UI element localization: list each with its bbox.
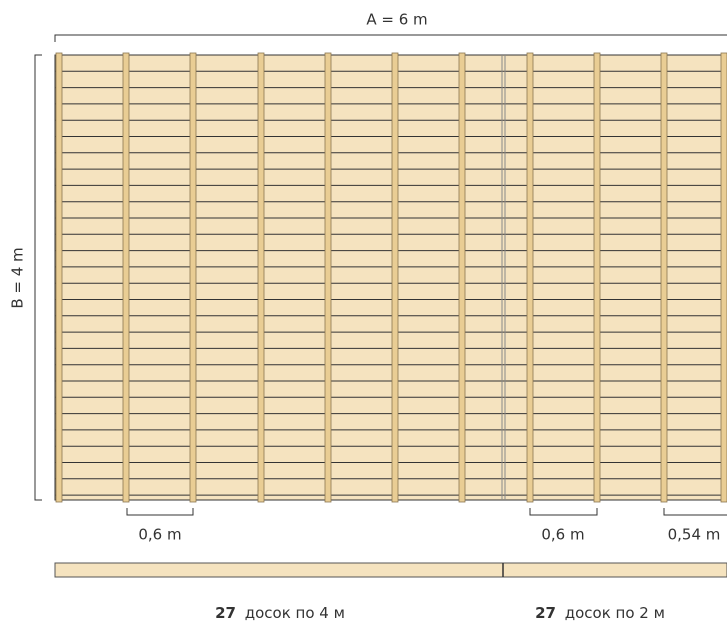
joist [660, 52, 668, 503]
boards [55, 70, 727, 496]
joist [458, 52, 466, 503]
spacing-bracket [126, 508, 194, 516]
board-count: 27 [215, 604, 236, 622]
board-bar [54, 562, 727, 578]
joist [122, 52, 130, 503]
joist [189, 52, 197, 503]
height-label: B = 4 m [9, 247, 27, 308]
board-summary: 27 досок по 2 м [535, 604, 665, 622]
joist [720, 52, 727, 503]
joist [391, 52, 399, 503]
joist [257, 52, 265, 503]
deck-surface [54, 54, 727, 501]
board-count: 27 [535, 604, 556, 622]
joist [55, 52, 63, 503]
width-label: A = 6 m [366, 11, 427, 29]
spacing-label: 0,6 m [138, 526, 181, 544]
joists [55, 52, 727, 503]
board-description: досок по 2 м [565, 604, 665, 622]
board-description: досок по 4 м [245, 604, 345, 622]
board-summary: 27 досок по 4 м [215, 604, 345, 622]
joist [593, 52, 601, 503]
spacing-bracket [663, 508, 727, 516]
spacing-label: 0,54 m [668, 526, 721, 544]
joist [526, 52, 534, 503]
joist [324, 52, 332, 503]
spacing-label: 0,6 m [541, 526, 584, 544]
height-dimension-line [34, 54, 42, 501]
spacing-bracket [529, 508, 598, 516]
width-dimension-line [54, 34, 727, 42]
